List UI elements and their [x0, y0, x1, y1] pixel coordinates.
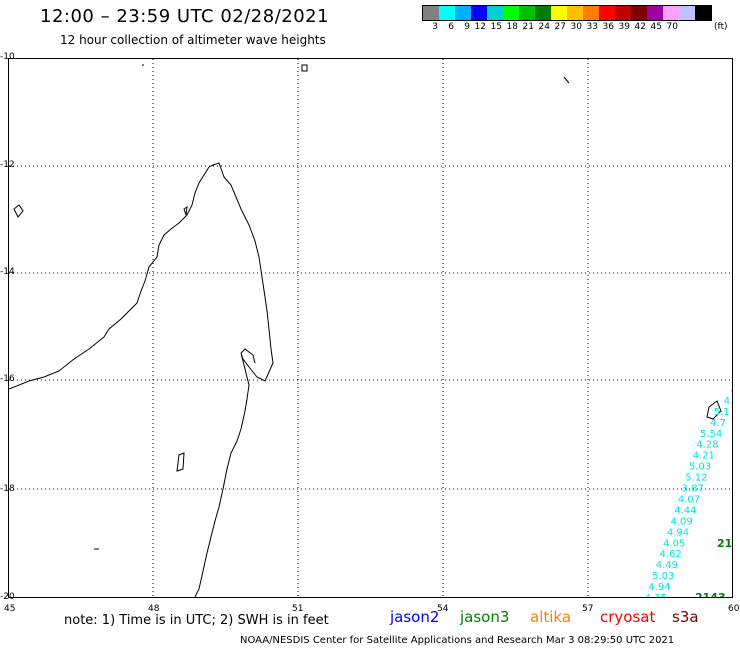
legend-label: 30	[570, 22, 582, 32]
wave-height-label: 5.03	[652, 571, 674, 582]
wave-height-label: 4.49	[656, 560, 678, 571]
lon-label-4: 57	[582, 604, 594, 614]
legend-label: 15	[490, 22, 502, 32]
wave-height-label: 4.28	[696, 440, 718, 451]
legend-swatch	[471, 6, 487, 20]
satellite-s3a: s3a	[672, 608, 699, 626]
wave-readings: 44.5.14.75.544.284.215.035.123.874.074.4…	[645, 385, 740, 604]
legend-swatch	[487, 6, 503, 20]
legend-swatch	[663, 6, 679, 20]
legend-swatch	[615, 6, 631, 20]
wave-height-label: 5.03	[689, 462, 711, 473]
legend-swatch	[503, 6, 519, 20]
legend-label: 33	[586, 22, 598, 32]
legend-label: 36	[602, 22, 614, 32]
legend-label: 39	[618, 22, 630, 32]
legend-label: 24	[538, 22, 550, 32]
legend-swatch	[583, 6, 599, 20]
legend-label: 3	[432, 22, 438, 32]
legend-label: 27	[554, 22, 566, 32]
map-title: 12:00 – 23:59 UTC 02/28/2021	[40, 6, 330, 27]
wave-height-label: 4	[731, 385, 732, 396]
legend-label: 18	[506, 22, 518, 32]
legend-swatch	[695, 6, 711, 20]
lat-label-1: -12	[0, 160, 15, 170]
wave-height-label: 4.	[724, 396, 732, 407]
color-scale-labels: 3 6 9 12 15 18 21 24 27 30 33 36 39 42 45 70	[422, 22, 678, 32]
legend-label: 12	[474, 22, 486, 32]
wave-height-label: 3.87	[682, 484, 704, 495]
lon-label-0: 45	[4, 604, 16, 614]
legend-swatch	[551, 6, 567, 20]
wave-height-label: 4.7	[710, 418, 726, 429]
legend-label: 42	[634, 22, 646, 32]
legend-swatch	[567, 6, 583, 20]
legend-label: 6	[448, 22, 454, 32]
legend-swatch	[439, 6, 455, 20]
lon-label-5: 60	[728, 604, 740, 614]
legend-label: 21	[522, 22, 534, 32]
wave-height-label: 4.62	[659, 549, 681, 560]
satellite-jason2: jason2	[390, 608, 440, 626]
coastline-madagascar	[8, 64, 722, 598]
lat-label-0: -10	[0, 52, 15, 62]
legend-swatch	[599, 6, 615, 20]
satellite-cryosat: cryosat	[600, 608, 656, 626]
legend-label: 70	[666, 22, 678, 32]
wave-height-label: 4.94	[667, 527, 689, 538]
lat-label-5: -20	[0, 592, 15, 602]
graticule	[9, 59, 732, 597]
legend-swatch	[423, 6, 439, 20]
wave-height-label: 4.94	[648, 582, 670, 593]
lat-label-3: -16	[0, 374, 15, 384]
map-subtitle: 12 hour collection of altimeter wave hei…	[60, 33, 326, 47]
legend-swatch	[647, 6, 663, 20]
map-frame: 44.5.14.75.544.284.215.035.123.874.074.4…	[8, 58, 740, 604]
wave-height-label: 4.44	[674, 505, 696, 516]
lat-label-2: -14	[0, 267, 15, 277]
footer-credit: NOAA/NESDIS Center for Satellite Applica…	[240, 635, 675, 646]
color-scale-legend	[422, 5, 712, 21]
satellite-altika: altika	[530, 608, 572, 626]
wave-height-label: 5.1	[714, 407, 730, 418]
wave-height-label: 5.12	[685, 473, 707, 484]
legend-swatch	[679, 6, 695, 20]
satellite-jason3: jason3	[460, 608, 510, 626]
wave-height-label: 4.21	[693, 451, 715, 462]
legend-swatch	[455, 6, 471, 20]
legend-swatch	[519, 6, 535, 20]
wave-height-label: 5.54	[700, 429, 722, 440]
color-scale-unit: (ft)	[714, 22, 728, 32]
pass-time-label: 2143	[695, 591, 726, 597]
lon-label-2: 51	[292, 604, 304, 614]
legend-swatch	[535, 6, 551, 20]
wave-height-label: 4.09	[671, 516, 693, 527]
map-canvas: 44.5.14.75.544.284.215.035.123.874.074.4…	[8, 59, 740, 604]
legend-label: 45	[650, 22, 662, 32]
wave-height-label: 4.05	[663, 538, 685, 549]
legend-swatch	[631, 6, 647, 20]
note-text: note: 1) Time is in UTC; 2) SWH is in fe…	[64, 613, 329, 628]
wave-height-label: 4.07	[678, 494, 700, 505]
lon-label-1: 48	[148, 604, 160, 614]
lon-label-3: 54	[437, 604, 449, 614]
lat-label-4: -18	[0, 484, 15, 494]
wave-height-label: 4.35	[645, 593, 667, 597]
pass-time-label: 214	[717, 537, 732, 550]
legend-label: 9	[464, 22, 470, 32]
